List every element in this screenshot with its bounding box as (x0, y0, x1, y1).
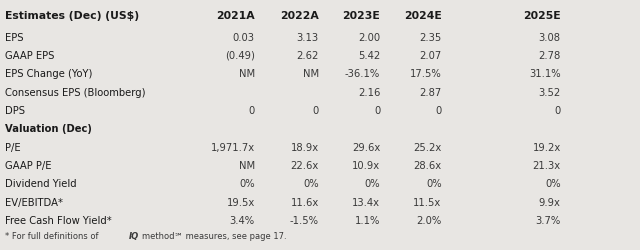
Text: 3.08: 3.08 (539, 32, 561, 42)
Text: 2021A: 2021A (216, 11, 255, 21)
Text: 0%: 0% (545, 178, 561, 188)
Text: NM: NM (239, 69, 255, 79)
Text: 3.4%: 3.4% (230, 215, 255, 225)
Text: 0: 0 (248, 106, 255, 116)
Text: Consensus EPS (Bloomberg): Consensus EPS (Bloomberg) (5, 87, 146, 97)
Text: 0%: 0% (239, 178, 255, 188)
Text: 13.4x: 13.4x (352, 197, 380, 207)
Text: 2.78: 2.78 (538, 51, 561, 61)
Text: NM: NM (239, 160, 255, 170)
Text: 22.6x: 22.6x (291, 160, 319, 170)
Text: 1.1%: 1.1% (355, 215, 380, 225)
Text: 2023E: 2023E (342, 11, 380, 21)
Text: 0: 0 (554, 106, 561, 116)
Text: 2024E: 2024E (404, 11, 442, 21)
Text: DPS: DPS (5, 106, 25, 116)
Text: 11.6x: 11.6x (291, 197, 319, 207)
Text: 2.07: 2.07 (419, 51, 442, 61)
Text: 0%: 0% (426, 178, 442, 188)
Text: 21.3x: 21.3x (532, 160, 561, 170)
Text: 31.1%: 31.1% (529, 69, 561, 79)
Text: 2.87: 2.87 (419, 87, 442, 97)
Text: 0.03: 0.03 (233, 32, 255, 42)
Text: 17.5%: 17.5% (410, 69, 442, 79)
Text: GAAP P/E: GAAP P/E (5, 160, 52, 170)
Text: -1.5%: -1.5% (290, 215, 319, 225)
Text: 0%: 0% (365, 178, 380, 188)
Text: P/E: P/E (5, 142, 20, 152)
Text: 28.6x: 28.6x (413, 160, 442, 170)
Text: 2022A: 2022A (280, 11, 319, 21)
Text: 2.16: 2.16 (358, 87, 380, 97)
Text: 18.9x: 18.9x (291, 142, 319, 152)
Text: EPS: EPS (5, 32, 24, 42)
Text: 19.2x: 19.2x (532, 142, 561, 152)
Text: 25.2x: 25.2x (413, 142, 442, 152)
Text: NM: NM (303, 69, 319, 79)
Text: method℠ measures, see page 17.: method℠ measures, see page 17. (142, 232, 287, 240)
Text: 3.13: 3.13 (296, 32, 319, 42)
Text: EPS Change (YoY): EPS Change (YoY) (5, 69, 93, 79)
Text: 29.6x: 29.6x (352, 142, 380, 152)
Text: -36.1%: -36.1% (345, 69, 380, 79)
Text: 11.5x: 11.5x (413, 197, 442, 207)
Text: 5.42: 5.42 (358, 51, 380, 61)
Text: IQ: IQ (129, 232, 140, 240)
Text: 10.9x: 10.9x (352, 160, 380, 170)
Text: 2025E: 2025E (523, 11, 561, 21)
Text: 19.5x: 19.5x (227, 197, 255, 207)
Text: 0%: 0% (303, 178, 319, 188)
Text: 0: 0 (374, 106, 380, 116)
Text: 2.35: 2.35 (419, 32, 442, 42)
Text: 3.7%: 3.7% (536, 215, 561, 225)
Text: 2.00: 2.00 (358, 32, 380, 42)
Text: 9.9x: 9.9x (539, 197, 561, 207)
Text: 2.62: 2.62 (296, 51, 319, 61)
Text: 0: 0 (312, 106, 319, 116)
Text: EV/EBITDA*: EV/EBITDA* (5, 197, 63, 207)
Text: 0: 0 (435, 106, 442, 116)
Text: * For full definitions of: * For full definitions of (5, 232, 101, 240)
Text: Estimates (Dec) (US$): Estimates (Dec) (US$) (5, 11, 140, 21)
Text: Dividend Yield: Dividend Yield (5, 178, 77, 188)
Text: 2.0%: 2.0% (417, 215, 442, 225)
Text: Free Cash Flow Yield*: Free Cash Flow Yield* (5, 215, 112, 225)
Text: 3.52: 3.52 (538, 87, 561, 97)
Text: Valuation (Dec): Valuation (Dec) (5, 124, 92, 134)
Text: 1,971.7x: 1,971.7x (211, 142, 255, 152)
Text: (0.49): (0.49) (225, 51, 255, 61)
Text: GAAP EPS: GAAP EPS (5, 51, 54, 61)
